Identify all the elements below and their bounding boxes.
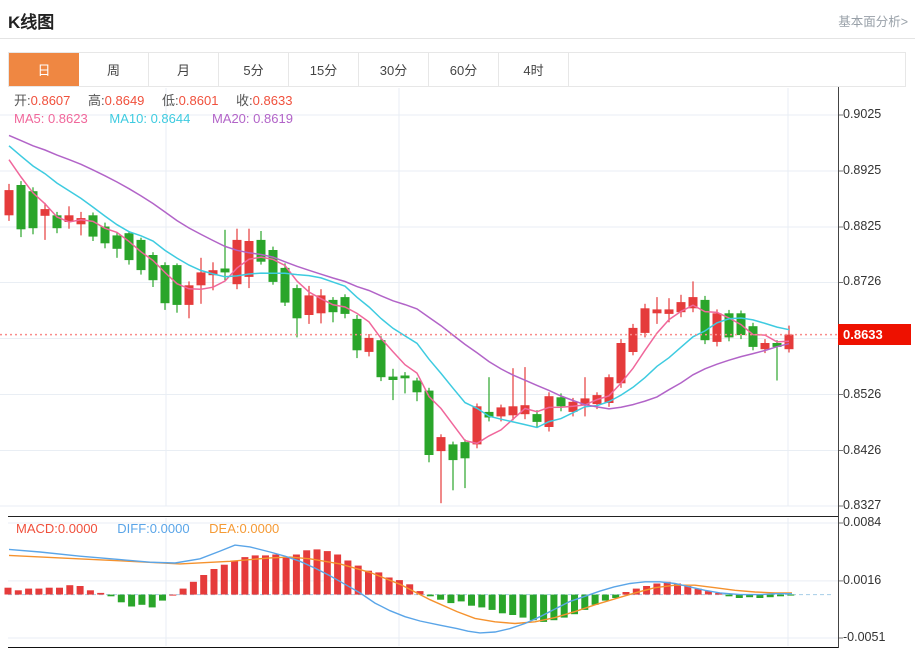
close-readout: 收:0.8633 xyxy=(236,93,293,108)
price-tick-label: 0.8825 xyxy=(843,219,882,234)
high-readout: 高:0.8649 xyxy=(88,93,145,108)
tab-30min[interactable]: 30分 xyxy=(359,53,429,86)
tab-4hour[interactable]: 4时 xyxy=(499,53,569,86)
price-tick-label: 0.8726 xyxy=(843,274,882,289)
timeframe-tabbar: 日 周 月 5分 15分 30分 60分 4时 xyxy=(8,52,906,87)
fundamental-analysis-link[interactable]: 基本面分析> xyxy=(838,15,908,29)
ohlc-readout: 开:0.8607 高:0.8649 低:0.8601 收:0.8633 xyxy=(14,90,306,109)
macd-readout: MACD:0.0000 DIFF:0.0000 DEA:0.0000 xyxy=(16,521,295,536)
price-tick-label: 0.8526 xyxy=(843,386,882,401)
tab-15min[interactable]: 15分 xyxy=(289,53,359,86)
price-tick-label: 0.8925 xyxy=(843,163,882,178)
ma5-readout: MA5: 0.8623 xyxy=(14,111,88,126)
tab-60min[interactable]: 60分 xyxy=(429,53,499,86)
macd-tick-label: 0.0084 xyxy=(843,515,882,529)
ma10-readout: MA10: 0.8644 xyxy=(109,111,191,126)
tab-day[interactable]: 日 xyxy=(9,53,79,86)
macd-value-readout: MACD:0.0000 xyxy=(16,521,98,536)
ma20-readout: MA20: 0.8619 xyxy=(211,111,293,126)
open-readout: 开:0.8607 xyxy=(14,93,71,108)
macd-tick-label: -0.0051 xyxy=(843,630,886,644)
ma-readout: MA5: 0.8623 MA10: 0.8644 MA20: 0.8619 xyxy=(14,111,311,126)
price-tick-label: 0.8426 xyxy=(843,442,882,457)
macd-tick-label: 0.0016 xyxy=(843,572,882,587)
tab-5min[interactable]: 5分 xyxy=(219,53,289,86)
tab-week[interactable]: 周 xyxy=(79,53,149,86)
diff-value-readout: DIFF:0.0000 xyxy=(117,521,190,536)
page-title: K线图 xyxy=(8,13,55,32)
price-tick-label: 0.8327 xyxy=(843,498,882,512)
current-price-badge: 0.8633 xyxy=(838,324,911,346)
dea-value-readout: DEA:0.0000 xyxy=(209,521,280,536)
tab-month[interactable]: 月 xyxy=(149,53,219,86)
price-tick-label: 0.9025 xyxy=(843,107,882,121)
topbar: K线图 基本面分析> xyxy=(0,0,915,39)
divider xyxy=(0,38,915,39)
low-readout: 低:0.8601 xyxy=(162,93,219,108)
